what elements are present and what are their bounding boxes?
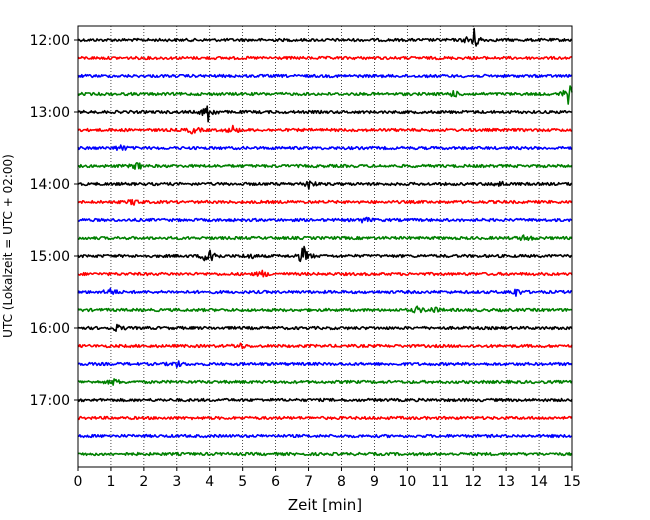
y-tick-label: 14:00 (30, 177, 70, 193)
trace-line (77, 234, 573, 242)
x-tick-label: 9 (370, 474, 379, 490)
y-tick-label: 15:00 (30, 249, 70, 265)
x-tick-label: 0 (74, 474, 83, 490)
x-tick-label: 5 (238, 474, 247, 490)
trace-line (77, 198, 573, 206)
trace-line (77, 323, 573, 333)
trace-line (77, 415, 573, 421)
trace-lines (77, 27, 573, 457)
plot-frame (77, 25, 573, 468)
trace-line (77, 162, 573, 170)
x-tick-label: 10 (398, 474, 416, 490)
trace-line (77, 305, 573, 314)
x-tick-label: 3 (172, 474, 181, 490)
trace-line (77, 85, 573, 105)
trace-line (77, 451, 573, 457)
x-tick-label: 6 (271, 474, 280, 490)
x-tick-label: 4 (205, 474, 214, 490)
x-tick-label: 14 (530, 474, 548, 490)
x-tick-label: 7 (304, 474, 313, 490)
trace-line (77, 73, 573, 79)
trace-line (77, 105, 573, 123)
y-tick-label: 16:00 (30, 321, 70, 337)
x-tick-label: 8 (337, 474, 346, 490)
y-axis: 12:00 13:00 14:00 15:00 16:00 17:00 (30, 33, 78, 409)
x-tick-label: 2 (139, 474, 148, 490)
trace-line (77, 144, 573, 151)
trace-line (77, 342, 573, 350)
trace-line (77, 55, 573, 61)
trace-line (77, 216, 573, 224)
trace-line (77, 124, 573, 135)
trace-line (77, 180, 573, 190)
y-tick-label: 12:00 (30, 33, 70, 49)
x-tick-label: 1 (106, 474, 115, 490)
y-axis-label: UTC (Lokalzeit = UTC + 02:00) (1, 154, 15, 338)
x-tick-label: 11 (431, 474, 449, 490)
x-axis-label: Zeit [min] (288, 496, 362, 514)
trace-line (77, 360, 573, 369)
y-tick-label: 17:00 (30, 393, 70, 409)
trace-line (77, 433, 573, 439)
x-tick-label: 12 (464, 474, 482, 490)
y-tick-label: 13:00 (30, 105, 70, 121)
trace-line (77, 245, 573, 263)
trace-line (77, 287, 573, 297)
x-axis: 0 1 2 3 4 5 6 7 8 9 10 11 12 13 14 15 (74, 467, 581, 490)
trace-line (77, 27, 573, 47)
trace-line (77, 397, 573, 403)
x-tick-label: 15 (563, 474, 581, 490)
trace-line (77, 269, 573, 278)
trace-line (77, 378, 573, 386)
x-tick-label: 13 (497, 474, 515, 490)
